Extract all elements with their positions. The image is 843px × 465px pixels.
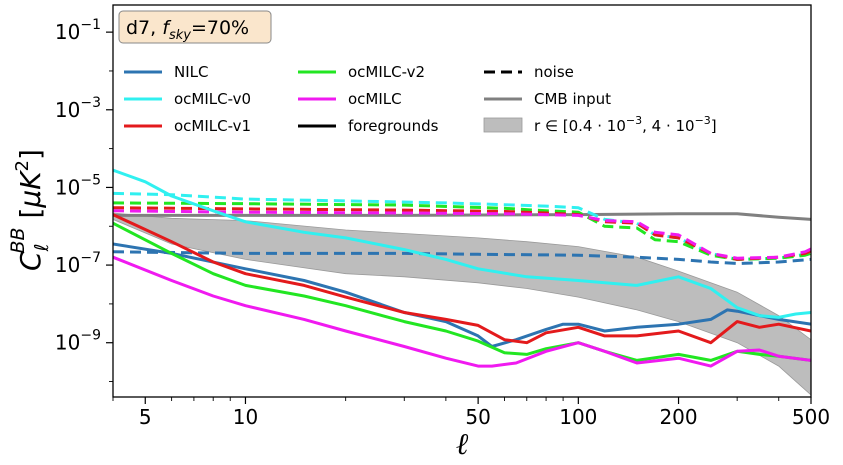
- legend-item-nilc: NILC: [124, 63, 208, 81]
- legend-label: r ∈ [0.4 · 10−3, 4 · 10−3]: [534, 114, 717, 135]
- x-tick-label: 200: [659, 405, 697, 429]
- x-tick-label: 50: [465, 405, 490, 429]
- legend-label: ocMILC: [348, 90, 402, 108]
- series-ocmilc-v1-noise-dashed: [113, 206, 811, 261]
- series-nilc-noise-dashed: [113, 250, 811, 265]
- series-ocmilc-v2-noise-dashed: [113, 201, 811, 261]
- plot-frame: [112, 4, 812, 398]
- legend-item-cmb-input: CMB input: [484, 90, 611, 108]
- y-tick-label: 10−1: [55, 17, 101, 44]
- x-axis-ticks: 5 10 50 100 200 500: [112, 397, 830, 429]
- legend-item-ocmilc-v1: ocMILC-v1: [124, 117, 251, 135]
- series-nilc-line: [113, 242, 811, 348]
- legend-item-r-in-0-4-10-4-10: r ∈ [0.4 · 10−3, 4 · 10−3]: [483, 114, 717, 135]
- legend-label: ocMILC-v0: [174, 90, 251, 108]
- legend-label: ocMILC-v2: [348, 63, 425, 81]
- legend-label: ocMILC-v1: [174, 117, 251, 135]
- series-ocmilc-v0-line: [113, 168, 811, 319]
- x-tick-label: 500: [792, 405, 830, 429]
- legend-item-foregrounds: foregrounds: [298, 117, 439, 135]
- legend-item-ocmilc: ocMILC: [298, 90, 402, 108]
- x-tick-label: 10: [233, 405, 258, 429]
- y-tick-label: 10−5: [55, 172, 101, 199]
- legend-label: foregrounds: [348, 117, 439, 135]
- y-tick-label: 10−7: [55, 250, 101, 277]
- legend-item-ocmilc-v2: ocMILC-v2: [298, 63, 425, 81]
- y-tick-label: 10−3: [55, 95, 101, 122]
- x-tick-label: 100: [559, 405, 597, 429]
- legend-item-noise: noise: [484, 63, 574, 81]
- series-ocmilc-line: [113, 255, 811, 368]
- y-tick-label: 10−9: [55, 328, 101, 355]
- legend-item-ocmilc-v0: ocMILC-v0: [124, 90, 251, 108]
- y-axis-label: CℓBB [μK2]: [7, 149, 53, 271]
- x-axis-label: ℓ: [456, 427, 469, 462]
- annotation-box: [118, 10, 272, 44]
- plot-area: [113, 168, 811, 396]
- legend: NILC ocMILC-v0 ocMILC-v1 ocMILC-v2 ocMILC for…: [124, 63, 717, 135]
- legend-swatch: [483, 117, 523, 133]
- legend-label: noise: [534, 63, 574, 81]
- x-tick-label: 5: [139, 405, 152, 429]
- legend-label: CMB input: [534, 90, 611, 108]
- y-axis-ticks: 10−9 10−7 10−5 10−3 10−1: [55, 17, 113, 383]
- legend-label: NILC: [174, 63, 208, 81]
- series-ocmilc-v1-line: [113, 213, 811, 345]
- series-ocmilc-v2-line: [113, 221, 811, 362]
- series-layer: [113, 168, 811, 368]
- series-ocmilc-noise-dashed: [113, 209, 811, 260]
- series-cmb-input-line: [113, 212, 811, 221]
- r-range-band: [113, 212, 811, 396]
- annotation-text: d7, fsky=70%: [126, 17, 249, 43]
